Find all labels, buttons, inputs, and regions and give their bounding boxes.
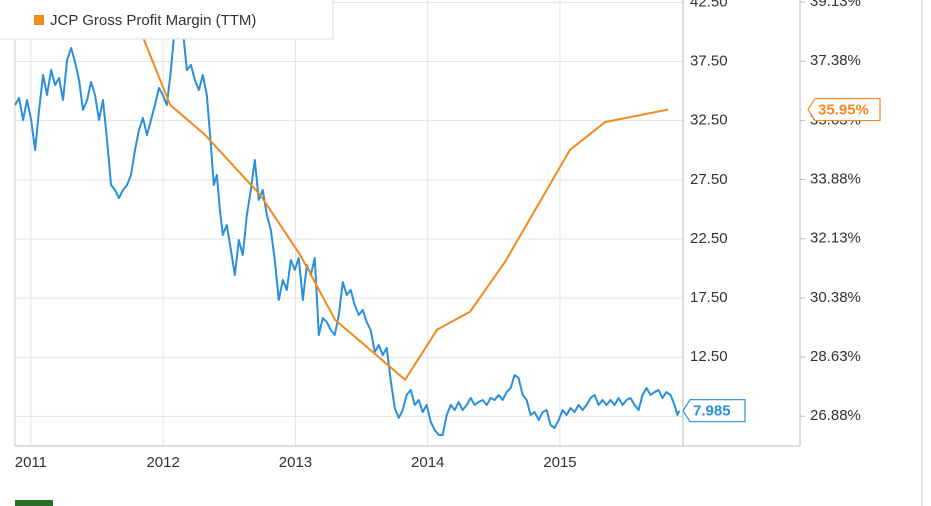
y2-tick-label: 26.88% — [810, 407, 861, 424]
series-line — [24, 0, 669, 381]
labels: 42.5037.5032.5027.5022.5017.5012.507.503… — [15, 0, 881, 471]
y2-tick-label: 39.13% — [810, 0, 861, 10]
y-tick-label: 22.50 — [690, 230, 728, 247]
series-line — [14, 3, 681, 436]
y-tick-label: 27.50 — [690, 171, 728, 188]
y-tick-label: 12.50 — [690, 348, 728, 365]
x-tick-label: 2013 — [279, 454, 312, 471]
y-tick-label: 42.50 — [690, 0, 728, 10]
y-tick-label: 32.50 — [690, 112, 728, 129]
legend-label: JCP Gross Profit Margin (TTM) — [50, 12, 256, 29]
x-tick-label: 2012 — [146, 454, 179, 471]
value-flag — [682, 399, 746, 423]
value-flag — [807, 97, 881, 122]
x-tick-label: 2015 — [543, 454, 576, 471]
y2-tick-label: 33.88% — [810, 171, 861, 188]
y2-tick-label: 37.38% — [810, 52, 861, 69]
x-tick-label: 2014 — [411, 454, 444, 471]
value-label: 35.95% — [818, 102, 869, 119]
y-tick-label: 37.50 — [690, 52, 728, 69]
value-label: 7.985 — [693, 403, 731, 420]
y-tick-label: 17.50 — [690, 289, 728, 306]
y2-tick-label: 32.13% — [810, 230, 861, 247]
logo-mark — [15, 500, 53, 506]
x-tick-label: 2011 — [15, 454, 47, 471]
legend: JCP Gross Profit Margin (TTM) — [0, 0, 334, 40]
lines — [14, 0, 681, 436]
legend-swatch — [34, 15, 44, 25]
grid — [15, 0, 683, 446]
y2-tick-label: 30.38% — [810, 289, 861, 306]
y2-tick-label: 28.63% — [810, 348, 861, 365]
legend-box — [0, 0, 334, 40]
logo — [15, 500, 53, 506]
